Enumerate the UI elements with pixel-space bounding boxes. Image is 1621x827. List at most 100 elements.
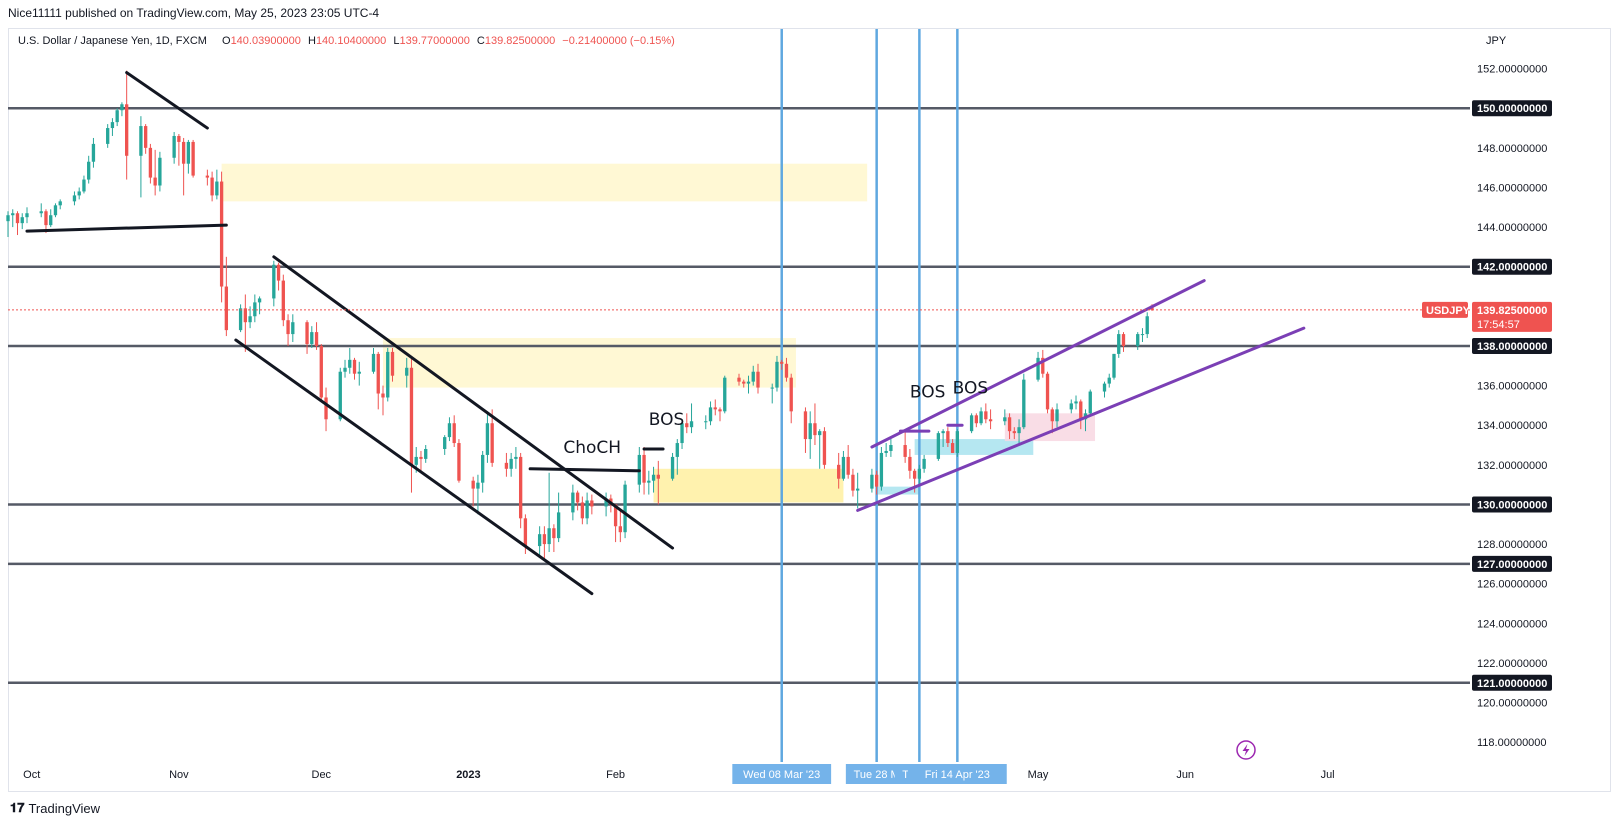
- trend-line-0: [125, 71, 209, 130]
- candle-body-50: [338, 371, 342, 420]
- ohlc-readout: O140.03900000 H140.10400000 L139.7700000…: [222, 35, 675, 47]
- vertical-marker-pill-1: [845, 764, 908, 784]
- candle-body-29: [191, 141, 195, 176]
- level-label-5: 121.00000000: [1477, 678, 1547, 690]
- candle-body-88: [590, 500, 594, 507]
- candle-body-41: [276, 264, 281, 281]
- candle-body-158: [1055, 409, 1059, 422]
- level-pill-1: [1472, 258, 1552, 275]
- candle-body-14: [91, 143, 96, 162]
- vertical-marker-pill-0: [732, 764, 832, 784]
- vertical-markers-layer: [780, 29, 959, 762]
- candle-body-67: [452, 423, 456, 444]
- candle-body-32: [215, 181, 219, 196]
- candle-body-95: [642, 454, 646, 483]
- candle-body-102: [685, 423, 689, 428]
- candle-body-4: [25, 213, 29, 218]
- candle-body-116: [780, 361, 784, 364]
- x-tick-label-7: Jul: [1321, 769, 1335, 781]
- candle-body-84: [571, 492, 575, 513]
- candle-body-68: [457, 443, 461, 481]
- candle-body-127: [851, 474, 855, 491]
- candle-body-141: [946, 431, 950, 444]
- y-tick-label-5: 134.00000000: [1477, 420, 1547, 432]
- tradingview-logo[interactable]: 𝟏𝟕 TradingView: [10, 800, 100, 816]
- candle-body-47: [314, 332, 319, 346]
- y-tick-label-6: 132.00000000: [1477, 460, 1547, 472]
- candle-body-108: [723, 377, 727, 412]
- candle-body-169: [1136, 334, 1140, 346]
- trend-lines-layer: [25, 71, 1306, 596]
- candle-body-107: [718, 409, 722, 412]
- level-pill-4: [1472, 555, 1552, 572]
- candle-body-78: [523, 518, 528, 547]
- level-label-2: 138.00000000: [1477, 341, 1547, 353]
- chart-frame: [8, 28, 1611, 792]
- candle-body-93: [623, 484, 627, 533]
- level-label-1: 142.00000000: [1477, 262, 1547, 274]
- annotation-1: BOS: [649, 410, 685, 430]
- levels-layer: [8, 106, 1470, 685]
- zone-3: [876, 486, 920, 495]
- candle-body-149: [1003, 417, 1007, 422]
- vertical-marker-pill-3: [907, 764, 1007, 784]
- candle-body-56: [376, 353, 380, 394]
- candle-body-19: [125, 104, 129, 156]
- candle-body-142: [950, 443, 955, 453]
- candle-body-156: [1045, 373, 1050, 410]
- last-price-countdown: 17:54:57: [1477, 319, 1520, 331]
- candle-body-146: [979, 411, 983, 424]
- y-axis: 150.00000000 142.00000000 138.00000000 130.…: [1472, 64, 1552, 749]
- candle-body-7: [49, 215, 53, 226]
- candle-body-85: [575, 492, 580, 503]
- candle-body-128: [856, 488, 860, 491]
- candle-body-80: [542, 534, 547, 545]
- candle-body-101: [680, 423, 684, 444]
- open-value: 140.03900000: [231, 35, 301, 47]
- candle-body-148: [988, 419, 993, 422]
- candle-body-70: [476, 482, 480, 489]
- candle-body-81: [547, 528, 551, 545]
- candle-body-74: [504, 462, 509, 469]
- vertical-marker-label-0: Wed 08 Mar '23: [743, 769, 820, 781]
- level-pill-3: [1472, 496, 1552, 513]
- level-label-4: 127.00000000: [1477, 559, 1547, 571]
- x-tick-label-0: Oct: [23, 769, 40, 781]
- last-price-symbol: USDJPY: [1426, 305, 1471, 317]
- y-tick-label-3: 144.00000000: [1477, 222, 1547, 234]
- candle-body-117: [784, 363, 789, 378]
- candles-layer: [6, 70, 1154, 560]
- tradingview-logo-text: TradingView: [28, 800, 101, 816]
- trend-line-4: [528, 467, 641, 473]
- candle-body-124: [837, 464, 841, 479]
- candle-body-161: [1079, 401, 1083, 420]
- candle-body-1: [11, 213, 15, 216]
- candle-body-6: [44, 211, 48, 226]
- close-value: 139.82500000: [485, 35, 555, 47]
- candle-body-98: [656, 474, 660, 479]
- candle-body-103: [689, 421, 694, 428]
- candle-body-27: [181, 141, 186, 164]
- candle-body-40: [272, 264, 276, 299]
- y-tick-label-8: 126.00000000: [1477, 579, 1547, 591]
- level-pill-0: [1472, 100, 1552, 117]
- candle-body-34: [224, 286, 229, 331]
- lightning-icon[interactable]: [1236, 740, 1256, 760]
- annotation-0: ChoCH: [563, 438, 621, 458]
- candle-body-163: [1088, 391, 1092, 414]
- candle-body-109: [737, 377, 741, 382]
- y-tick-label-10: 122.00000000: [1477, 658, 1547, 670]
- candle-body-72: [485, 423, 490, 455]
- candle-body-33: [219, 181, 224, 287]
- candle-body-21: [143, 126, 148, 148]
- candle-body-58: [386, 351, 390, 398]
- last-price-value-pill: [1472, 301, 1552, 332]
- level-label-0: 150.00000000: [1477, 103, 1547, 115]
- candle-body-62: [414, 456, 418, 465]
- candle-body-52: [348, 359, 352, 368]
- trend-line-1: [25, 223, 228, 233]
- candle-body-45: [305, 322, 309, 344]
- y-tick-label-0: 152.00000000: [1477, 64, 1547, 76]
